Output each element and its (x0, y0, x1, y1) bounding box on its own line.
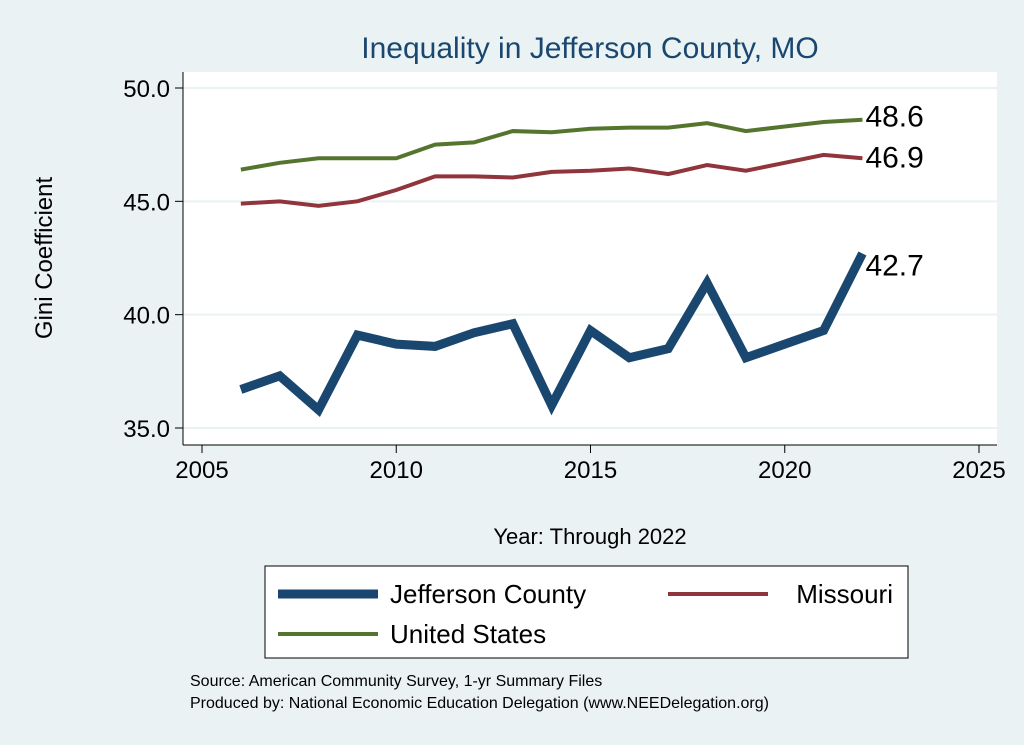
y-axis-label: Gini Coefficient (31, 177, 58, 340)
x-tick-label: 2005 (175, 457, 228, 484)
legend: Jefferson County Missouri United States (264, 565, 909, 659)
legend-label: Missouri (796, 579, 893, 609)
end-label: 46.9 (865, 141, 923, 174)
legend-label: Jefferson County (390, 579, 586, 609)
x-tick-label: 2025 (952, 457, 1005, 484)
x-tick-label: 2015 (564, 457, 617, 484)
y-tick-label: 40.0 (123, 303, 170, 330)
source-note: Source: American Community Survey, 1-yr … (190, 673, 602, 690)
end-label: 48.6 (865, 101, 923, 134)
y-tick-label: 45.0 (123, 189, 170, 216)
y-tick-label: 35.0 (123, 416, 170, 443)
x-axis-label: Year: Through 2022 (493, 524, 686, 549)
producer-note: Produced by: National Economic Education… (190, 695, 769, 712)
y-tick-label: 50.0 (123, 76, 170, 103)
x-tick-label: 2010 (370, 457, 423, 484)
x-tick-label: 2020 (758, 457, 811, 484)
series-line-jefferson-county (239, 251, 867, 418)
legend-label: United States (390, 619, 546, 649)
series-line-united-states (240, 117, 863, 172)
series-line-missouri (240, 152, 863, 208)
chart-title: Inequality in Jefferson County, MO (361, 32, 818, 65)
end-label: 42.7 (865, 249, 923, 282)
